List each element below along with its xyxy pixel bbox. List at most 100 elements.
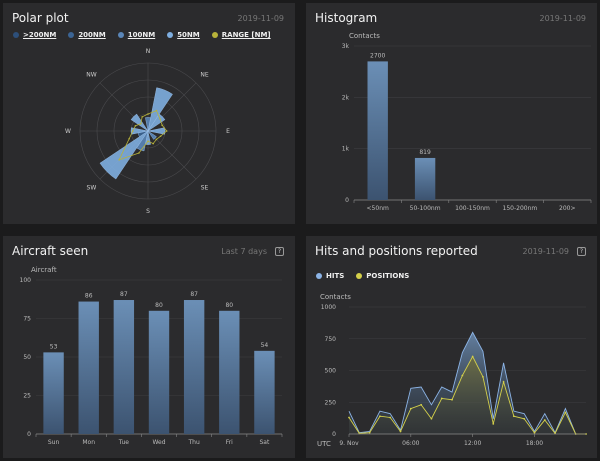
polar-range-point (155, 138, 158, 141)
bar-value-label: 80 (155, 302, 163, 309)
polar-plot-date: 2019-11-09 (237, 14, 285, 23)
hits-date-label: 2019-11-09 (522, 247, 570, 256)
polar-sector (147, 130, 157, 140)
series-point (420, 403, 423, 406)
legend-label: >200NM (23, 31, 57, 39)
hits-positions-chart: 0 250 500 750 1000 Contacts 9. Nov 06:00 12:00 18… (317, 293, 587, 448)
polar-plot-panel: Polar plot 2019-11-09 >200NM 200NM 100NM 50… (3, 3, 295, 224)
x-tick-label: Sun (48, 439, 60, 446)
bar (254, 350, 275, 434)
series-point (502, 381, 505, 383)
y-tick-label: 50 (23, 354, 31, 361)
polar-direction-label: W (65, 128, 71, 135)
x-tick-label: 9. Nov (339, 440, 359, 447)
aircraft-help-icon[interactable]: ? (275, 247, 284, 256)
bar-value-label: 54 (261, 342, 269, 349)
y-tick-label: 1k (342, 146, 350, 153)
series-point (492, 422, 495, 425)
polar-sector (136, 130, 149, 152)
legend-label: RANGE [NM] (221, 31, 271, 39)
series-point (512, 415, 515, 418)
series-point (409, 407, 412, 410)
series-point (461, 374, 464, 377)
polar-range-point (147, 113, 149, 115)
bar-value-label: 87 (120, 291, 128, 298)
legend-item[interactable]: POSITIONS (356, 272, 409, 280)
polar-range-point (134, 124, 137, 127)
bar-value-label: 819 (419, 149, 431, 156)
series-point (533, 431, 536, 434)
x-tick-label: 12:00 (464, 440, 481, 447)
x-tick-label: Thu (188, 439, 200, 446)
bar (219, 310, 240, 434)
legend-dot-icon (68, 32, 75, 38)
polar-range-point (128, 138, 130, 140)
y-tick-label: 250 (325, 399, 337, 406)
legend-dot-icon (356, 273, 363, 279)
histogram-title: Histogram (315, 11, 378, 25)
series-point (379, 415, 381, 418)
series-point (399, 430, 402, 433)
polar-direction-label: NW (86, 71, 96, 78)
legend-label: 100NM (127, 31, 156, 39)
y-axis-title: Contacts (349, 32, 380, 40)
series-point (430, 417, 433, 420)
x-tick-label: Tue (118, 439, 130, 446)
polar-sector (99, 130, 149, 180)
series-point (348, 416, 350, 419)
polar-range-point (141, 116, 143, 118)
polar-range-point (159, 135, 162, 138)
polar-range-point (159, 118, 161, 120)
polar-range-point (155, 109, 158, 112)
legend-item[interactable]: 50NM (167, 31, 200, 39)
bar (43, 352, 64, 434)
legend-item[interactable]: 100NM (117, 31, 156, 39)
legend-label: HITS (326, 272, 345, 280)
y-axis-title: Aircraft (31, 266, 57, 274)
polar-range-point (161, 124, 163, 126)
series-line (348, 331, 586, 435)
legend-item[interactable]: >200NM (13, 31, 56, 39)
aircraft-seen-title: Aircraft seen (12, 244, 89, 258)
series-point (471, 355, 474, 358)
legend-dot-icon (13, 32, 19, 38)
polar-sector (147, 127, 166, 135)
x-tick-label: 200> (559, 205, 575, 212)
x-tick-label: Mon (82, 439, 95, 446)
polar-direction-label: NE (200, 71, 208, 78)
bar-value-label: 86 (85, 293, 93, 300)
y-tick-label: 25 (23, 393, 31, 400)
y-tick-label: 3k (342, 43, 350, 50)
y-tick-label: 750 (325, 336, 337, 343)
x-tick-label: 06:00 (402, 440, 419, 447)
legend-item[interactable]: RANGE [NM] (211, 31, 271, 39)
series-point (440, 397, 443, 400)
bar-value-label: 2700 (370, 52, 385, 59)
polar-chart: N NE E SE S SW W NW (65, 48, 230, 215)
polar-legend: >200NM 200NM 100NM 50NM RANGE [NM] (13, 31, 283, 40)
y-tick-label: 0 (332, 431, 336, 438)
bar-value-label: 87 (190, 291, 198, 298)
polar-range-point (131, 130, 134, 132)
series-point (564, 411, 567, 414)
hits-help-icon[interactable]: ? (577, 247, 586, 256)
histogram-panel: Histogram 2019-11-09 0 1k 2k 3k Contacts 2700… (306, 3, 597, 224)
bar (113, 300, 135, 434)
hits-legend: HITS POSITIONS (316, 272, 421, 281)
x-tick-label: Sat (260, 439, 270, 446)
legend-item[interactable]: HITS (316, 272, 344, 280)
polar-direction-label: E (226, 128, 230, 135)
aircraft-seen-chart: 0 25 50 75 100 Aircraft 53 Sun 86 Mon 87 Tue 80 Wed 87… (20, 266, 283, 446)
histogram-chart: 0 1k 2k 3k Contacts 2700 <50nm 819 50-100nm 100-1… (342, 32, 592, 212)
legend-item[interactable]: 200NM (68, 31, 106, 39)
y-tick-label: 0 (345, 197, 349, 204)
legend-dot-icon (117, 32, 124, 38)
legend-label: POSITIONS (366, 272, 410, 280)
series-point (543, 419, 546, 421)
polar-sector (130, 113, 149, 132)
y-tick-label: 1000 (321, 304, 336, 311)
x-tick-label: 50-100nm (410, 205, 441, 212)
polar-direction-label: SW (87, 185, 97, 192)
y-axis-title: Contacts (320, 293, 351, 301)
polar-direction-label: S (146, 208, 150, 215)
